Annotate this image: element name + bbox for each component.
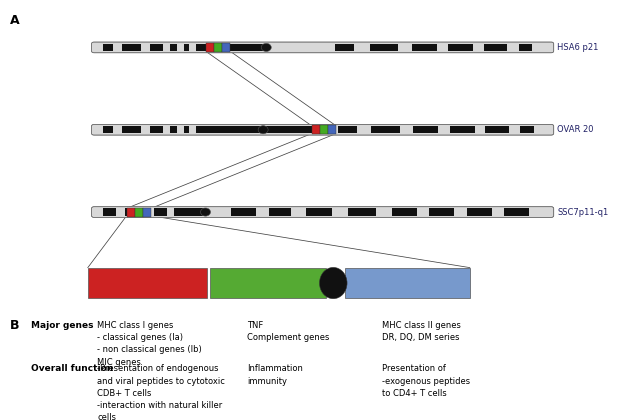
Bar	[484, 44, 507, 51]
Text: MHC class I genes
- classical genes (Ia)
- non classical genes (Ib)
MIC genes: MHC class I genes - classical genes (Ia)…	[97, 321, 202, 367]
Bar	[213, 43, 222, 52]
Text: Overall function: Overall function	[31, 364, 114, 373]
Bar	[305, 208, 332, 216]
Text: Inflammation
immunity: Inflammation immunity	[247, 364, 304, 386]
FancyBboxPatch shape	[91, 124, 554, 135]
Ellipse shape	[320, 268, 347, 299]
Ellipse shape	[261, 43, 272, 52]
Bar	[412, 44, 437, 51]
Bar	[135, 207, 143, 217]
Bar	[209, 44, 266, 51]
Bar	[504, 208, 529, 216]
Bar	[520, 126, 534, 134]
Bar	[209, 126, 263, 134]
Bar	[154, 208, 167, 216]
Bar	[450, 126, 475, 134]
Bar	[88, 268, 207, 299]
Bar	[127, 207, 135, 217]
Text: Class III
xx genes: Class III xx genes	[245, 273, 290, 293]
Bar	[104, 44, 113, 51]
Bar	[348, 208, 376, 216]
Text: MHC class II genes
DR, DQ, DM series: MHC class II genes DR, DQ, DM series	[382, 321, 461, 342]
Bar	[392, 208, 417, 216]
Text: SSC7p11-q1: SSC7p11-q1	[557, 207, 609, 217]
Text: Major genes: Major genes	[31, 321, 94, 330]
Text: B: B	[10, 319, 19, 332]
Text: OVAR 20: OVAR 20	[557, 125, 594, 134]
Ellipse shape	[201, 208, 210, 216]
Bar	[519, 44, 532, 51]
Bar	[174, 208, 206, 216]
Text: A: A	[10, 14, 19, 27]
Bar	[210, 268, 326, 299]
Text: Class II
xx genes: Class II xx genes	[385, 273, 430, 293]
Bar	[338, 126, 357, 134]
Bar	[413, 126, 438, 134]
Bar	[231, 208, 256, 216]
Bar	[143, 207, 151, 217]
Bar	[196, 44, 209, 51]
Bar	[222, 43, 230, 52]
Bar	[328, 125, 336, 134]
Bar	[150, 126, 163, 134]
Text: TNF
Complement genes: TNF Complement genes	[247, 321, 330, 342]
Bar	[104, 126, 113, 134]
Text: Presentation of
-exogenous peptides
to CD4+ T cells: Presentation of -exogenous peptides to C…	[382, 364, 470, 398]
Bar	[122, 126, 141, 134]
Text: Class I
xx genes: Class I xx genes	[125, 273, 170, 293]
Bar	[335, 44, 354, 51]
Bar	[270, 208, 291, 216]
FancyBboxPatch shape	[91, 207, 554, 218]
Bar	[183, 44, 189, 51]
Bar	[371, 126, 399, 134]
Bar	[369, 44, 397, 51]
Ellipse shape	[258, 126, 268, 134]
Bar	[183, 126, 189, 134]
Bar	[104, 208, 116, 216]
Bar	[150, 44, 163, 51]
Text: -Presentation of endogenous
and viral peptides to cytotoxic
CDB+ T cells
-intera: -Presentation of endogenous and viral pe…	[97, 364, 225, 420]
Bar	[448, 44, 473, 51]
Text: HSA6 p21: HSA6 p21	[557, 43, 599, 52]
Bar	[263, 126, 326, 134]
Bar	[466, 208, 492, 216]
FancyBboxPatch shape	[91, 42, 554, 53]
Bar	[171, 44, 177, 51]
Bar	[196, 126, 209, 134]
Bar	[206, 43, 213, 52]
Bar	[171, 126, 177, 134]
Bar	[122, 44, 141, 51]
Bar	[344, 268, 470, 299]
Bar	[312, 125, 320, 134]
Bar	[429, 208, 454, 216]
Bar	[125, 208, 144, 216]
Bar	[485, 126, 509, 134]
Bar	[320, 125, 328, 134]
